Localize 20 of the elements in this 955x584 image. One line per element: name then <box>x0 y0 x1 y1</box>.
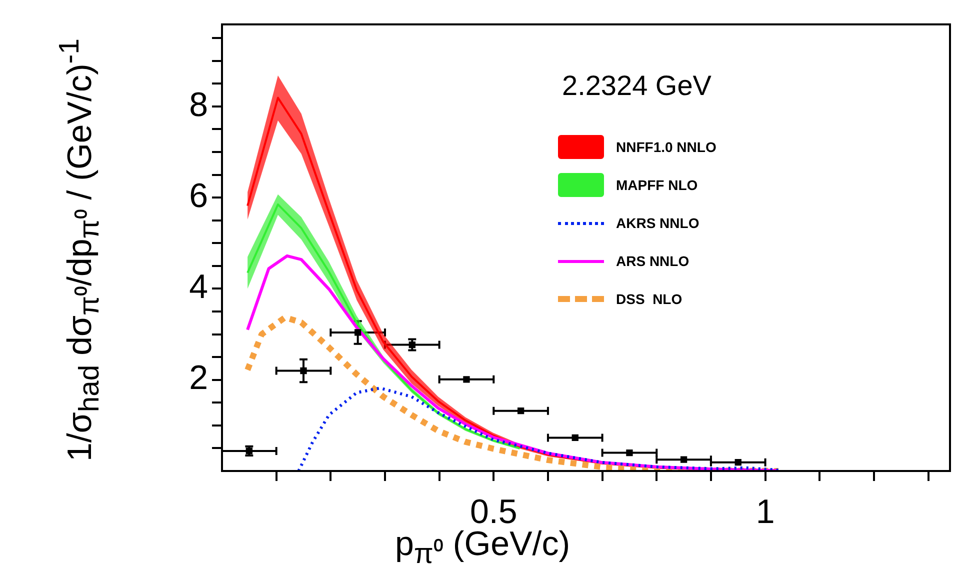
y-tick-label: 2 <box>189 359 208 398</box>
legend-label: ARS NNLO <box>616 253 690 269</box>
legend-label: MAPFF NLO <box>616 177 698 193</box>
x-tick-label: 1 <box>756 492 775 531</box>
point <box>463 376 470 383</box>
point <box>734 459 742 466</box>
point <box>572 434 578 442</box>
point <box>626 449 633 456</box>
annotation: 2.2324 GeV <box>562 70 712 102</box>
y-tick-label: 4 <box>189 268 208 306</box>
y-tick-label: 8 <box>189 86 208 124</box>
point <box>680 456 688 463</box>
y-tick-label: 6 <box>189 176 208 215</box>
point <box>300 367 307 374</box>
legend-label: DSS NLO <box>616 291 682 307</box>
legend-label: AKRS NNLO <box>616 215 700 231</box>
legend-label: NNFF1.0 NNLO <box>616 139 716 155</box>
line-series <box>297 386 780 471</box>
point <box>354 329 362 336</box>
point <box>517 408 524 414</box>
